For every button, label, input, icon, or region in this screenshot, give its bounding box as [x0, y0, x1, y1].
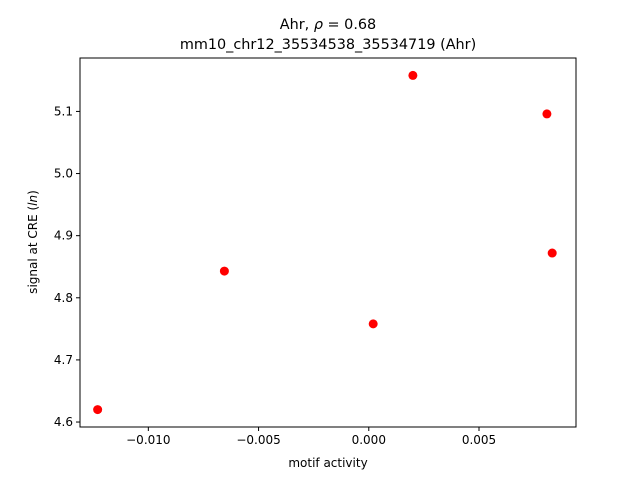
x-tick-label: 0.005 [462, 433, 496, 447]
y-tick-label: 4.7 [54, 353, 73, 367]
scatter-point [408, 70, 418, 80]
y-tick-label: 4.9 [54, 229, 73, 243]
y-axis-label: signal at CRE (ln) [26, 190, 40, 294]
y-tick-label: 5.0 [54, 167, 73, 181]
scatter-point [542, 109, 552, 119]
scatter-point [368, 319, 378, 329]
data-points [93, 70, 557, 415]
x-tick-label: −0.010 [126, 433, 170, 447]
y-tick-label: 4.6 [54, 415, 73, 429]
scatter-point [219, 266, 229, 276]
y-axis-ticks: 4.6 4.7 4.8 4.9 5.0 5.1 [54, 104, 80, 429]
x-tick-label: −0.005 [236, 433, 280, 447]
x-axis-label: motif activity [288, 456, 367, 470]
scatter-point [93, 405, 103, 415]
y-tick-label: 5.1 [54, 104, 73, 118]
x-tick-label: 0.000 [352, 433, 386, 447]
y-tick-label: 4.8 [54, 291, 73, 305]
chart-title-line2: mm10_chr12_35534538_35534719 (Ahr) [180, 37, 476, 53]
scatter-point [547, 248, 557, 258]
x-axis-ticks: −0.010 −0.005 0.000 0.005 [126, 427, 496, 447]
plot-area [79, 57, 577, 428]
chart-title-line1: Ahr, ρ = 0.68 [280, 17, 376, 33]
